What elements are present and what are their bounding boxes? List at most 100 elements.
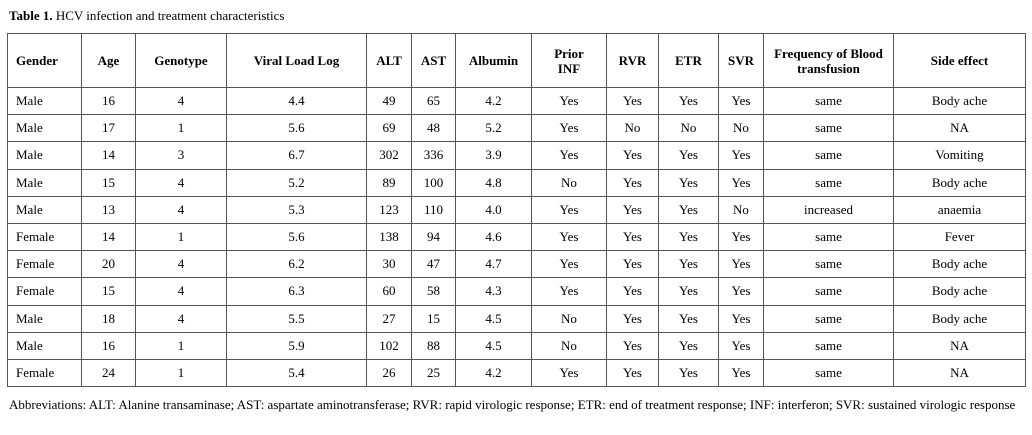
table-cell: No <box>658 114 719 143</box>
table-cell: Yes <box>718 168 764 197</box>
table-cell: 100 <box>411 168 456 197</box>
header-text: Side effect <box>930 53 989 68</box>
table-cell: Yes <box>606 168 659 197</box>
column-header: ALT <box>366 33 412 88</box>
table-cell: Yes <box>606 358 659 388</box>
table-cell: same <box>763 331 894 360</box>
table-cell: Yes <box>718 141 764 170</box>
table-cell: same <box>763 277 894 306</box>
table-cell: 14 <box>81 141 136 170</box>
table-cell: 89 <box>366 168 412 197</box>
table-cell: 26 <box>366 358 412 388</box>
table-cell: Yes <box>606 86 659 116</box>
header-text: Genotype <box>154 53 208 68</box>
table-cell: 65 <box>411 86 456 116</box>
table-cell: 5.6 <box>226 114 367 143</box>
table-cell: Yes <box>531 195 607 224</box>
column-header: RVR <box>606 33 659 88</box>
header-text: Albumin <box>468 53 519 68</box>
table-cell: 336 <box>411 141 456 170</box>
column-header: ETR <box>658 33 719 88</box>
table-cell: 1 <box>135 331 227 360</box>
table-row: Male 17 1 5.6 69 48 5.2 Yes No No No same NA <box>7 114 1026 143</box>
table-cell: Yes <box>531 250 607 279</box>
header-text: Viral Load Log <box>253 53 340 68</box>
table-cell: 48 <box>411 114 456 143</box>
header-text: Frequency of Blood transfusion <box>774 45 883 76</box>
caption-label: Table 1. <box>9 8 53 23</box>
table-cell: 5.2 <box>455 114 532 143</box>
header-text: Age <box>97 53 120 68</box>
table-cell: Body ache <box>893 250 1026 279</box>
table-cell: Yes <box>658 304 719 333</box>
header-text: Gender <box>16 53 58 68</box>
table-cell: Female <box>7 222 82 252</box>
table-cell: Yes <box>718 277 764 306</box>
table-cell: Female <box>7 250 82 279</box>
table-cell: 5.6 <box>226 222 367 252</box>
table-cell: same <box>763 86 894 116</box>
header-text: ETR <box>675 53 702 68</box>
table-cell: 110 <box>411 195 456 224</box>
table-cell: 15 <box>81 277 136 306</box>
table-cell: same <box>763 250 894 279</box>
table-cell: Yes <box>658 222 719 252</box>
table-row: Male 13 4 5.3 123 110 4.0 Yes Yes Yes No increased a… <box>7 195 1026 224</box>
table-cell: No <box>718 195 764 224</box>
table-cell: same <box>763 168 894 197</box>
table-cell: Yes <box>531 277 607 306</box>
table-cell: 6.7 <box>226 141 367 170</box>
table-cell: 4 <box>135 195 227 224</box>
table-cell: Yes <box>658 168 719 197</box>
table-row: Female 15 4 6.3 60 58 4.3 Yes Yes Yes Yes same Body … <box>7 277 1026 306</box>
table-cell: Male <box>7 86 82 116</box>
table-cell: Yes <box>658 331 719 360</box>
table-cell: 4.7 <box>455 250 532 279</box>
table-cell: No <box>531 304 607 333</box>
table-cell: Yes <box>606 331 659 360</box>
table-cell: 6.3 <box>226 277 367 306</box>
data-table: Gender Age Genotype Viral Load Log ALT AST Alb… <box>7 33 1026 388</box>
table-cell: 25 <box>411 358 456 388</box>
table-cell: 4 <box>135 277 227 306</box>
table-cell: NA <box>893 358 1026 388</box>
table-cell: same <box>763 222 894 252</box>
table-cell: Male <box>7 195 82 224</box>
table-cell: Yes <box>531 141 607 170</box>
table-cell: 4 <box>135 86 227 116</box>
table-cell: Male <box>7 114 82 143</box>
table-cell: 13 <box>81 195 136 224</box>
table-cell: 94 <box>411 222 456 252</box>
table-cell: No <box>718 114 764 143</box>
table-cell: Yes <box>531 358 607 388</box>
table-row: Male 16 4 4.4 49 65 4.2 Yes Yes Yes Yes same Body ac… <box>7 86 1026 116</box>
header-text: Prior INF <box>554 45 584 76</box>
table-cell: Body ache <box>893 304 1026 333</box>
table-cell: same <box>763 358 894 388</box>
table-cell: Yes <box>531 114 607 143</box>
table-cell: 16 <box>81 86 136 116</box>
table-cell: Yes <box>606 304 659 333</box>
table-cell: anaemia <box>893 195 1026 224</box>
table-cell: 1 <box>135 222 227 252</box>
table-cell: 5.2 <box>226 168 367 197</box>
table-cell: 4 <box>135 168 227 197</box>
table-cell: 27 <box>366 304 412 333</box>
table-cell: 20 <box>81 250 136 279</box>
table-cell: 14 <box>81 222 136 252</box>
table-row: Male 16 1 5.9 102 88 4.5 No Yes Yes Yes same NA <box>7 331 1026 360</box>
table-cell: Male <box>7 331 82 360</box>
table-body: Male 16 4 4.4 49 65 4.2 Yes Yes Yes Yes same Body ac… <box>7 86 1026 388</box>
column-header: Gender <box>7 33 82 88</box>
table-cell: Yes <box>531 222 607 252</box>
table-cell: 138 <box>366 222 412 252</box>
table-cell: 4.5 <box>455 304 532 333</box>
table-cell: Yes <box>658 250 719 279</box>
table-cell: No <box>606 114 659 143</box>
table-cell: 123 <box>366 195 412 224</box>
table-cell: 5.3 <box>226 195 367 224</box>
table-cell: 5.5 <box>226 304 367 333</box>
table-cell: 88 <box>411 331 456 360</box>
table-cell: Male <box>7 168 82 197</box>
table-cell: Yes <box>718 250 764 279</box>
